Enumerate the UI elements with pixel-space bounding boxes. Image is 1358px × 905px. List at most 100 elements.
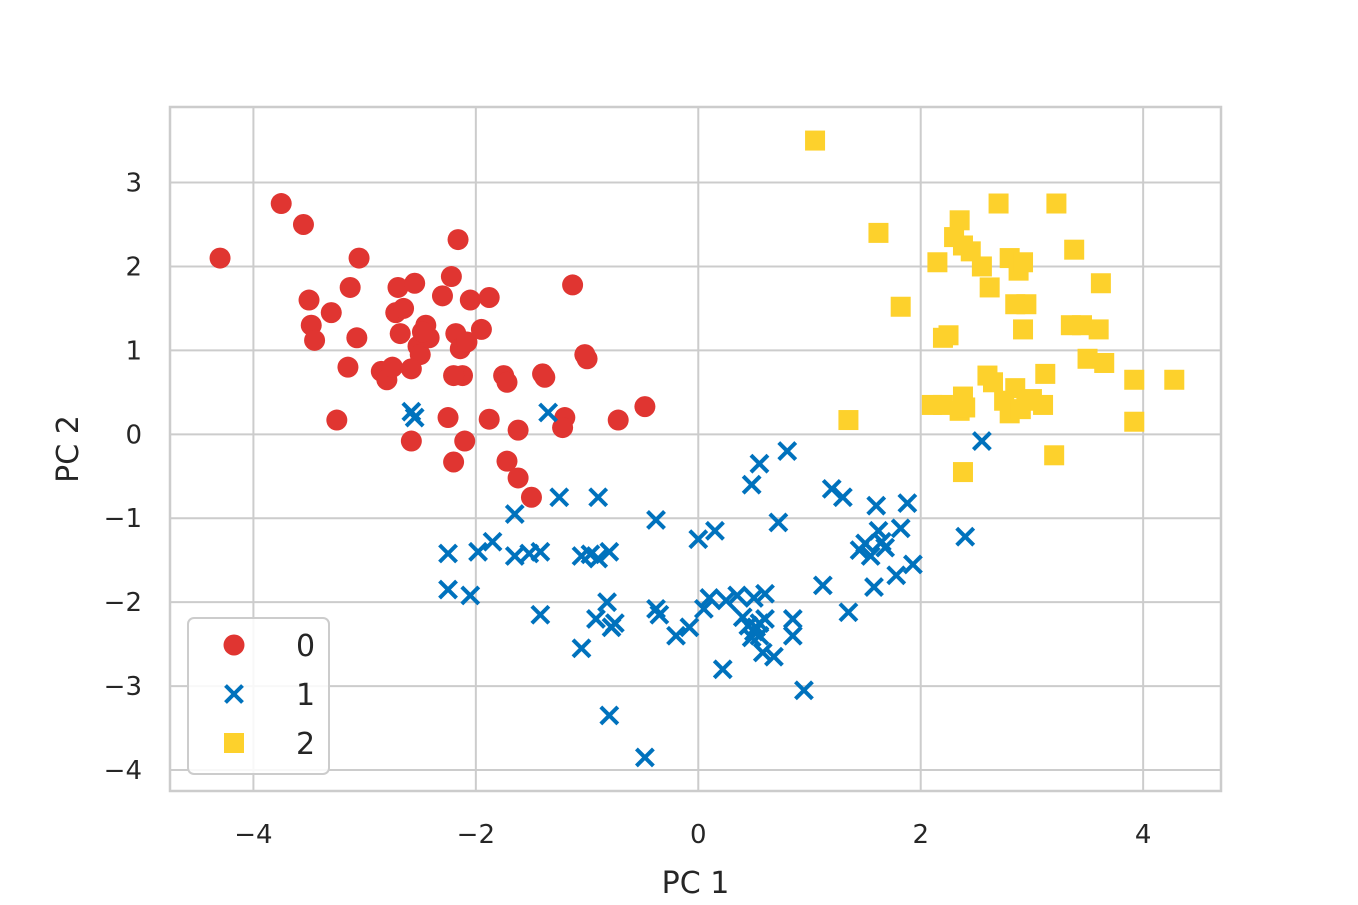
data-point-series-2 [1164, 369, 1185, 390]
data-point-series-1-stroke [749, 453, 770, 474]
data-point-series-2 [1124, 369, 1145, 390]
data-point-series-1 [588, 548, 609, 569]
data-point-series-1-stroke [897, 493, 918, 514]
data-point-series-1-stroke [727, 585, 748, 606]
data-point-series-1-stroke [571, 638, 592, 659]
data-point-series-1-stroke [634, 747, 655, 768]
data-point-series-1-stroke [875, 537, 896, 558]
data-point-series-1 [749, 625, 770, 646]
legend-marker-1-stroke [224, 684, 244, 704]
x-tick-label: 4 [1135, 820, 1152, 850]
data-point-series-1 [782, 609, 803, 629]
x-axis-label: PC 1 [662, 866, 730, 901]
data-point-series-1 [597, 592, 617, 613]
data-point-series-1-stroke [693, 598, 714, 619]
data-point-series-2 [805, 130, 826, 151]
data-point-series-1-stroke [601, 617, 622, 638]
data-point-series-1-stroke [666, 625, 686, 646]
data-point-series-1-stroke [743, 588, 764, 608]
data-point-series-1 [755, 609, 775, 629]
data-point-series-2 [1046, 193, 1067, 214]
data-point-series-1-stroke [712, 659, 733, 680]
data-point-series-1-stroke [838, 602, 859, 623]
data-point-series-0 [320, 302, 342, 324]
ticks-layer: −4 −2 0 2 4 −4 −3 −2 −1 0 1 2 3 [104, 169, 1152, 850]
data-point-series-1-stroke [864, 577, 884, 597]
data-point-series-1 [530, 541, 551, 562]
data-point-series-1 [794, 680, 814, 701]
x-tick-label: 2 [912, 820, 929, 850]
data-point-series-1-stroke [468, 541, 488, 562]
data-point-series-2 [971, 256, 992, 277]
y-tick-label: −3 [104, 672, 142, 702]
data-point-series-1-stroke [868, 520, 889, 541]
data-point-series-0 [337, 356, 359, 378]
data-point-series-1 [438, 579, 458, 600]
data-point-series-1 [588, 487, 609, 508]
data-point-series-1-stroke [812, 575, 833, 596]
data-point-series-1-stroke [588, 548, 609, 569]
data-point-series-1-stroke [538, 402, 559, 423]
data-point-series-1-stroke [755, 609, 775, 629]
data-point-series-2 [838, 410, 859, 431]
data-point-series-1 [586, 609, 606, 629]
data-point-series-1-stroke [763, 646, 784, 667]
data-point-series-1-stroke [860, 546, 881, 566]
legend-label-1: 1 [296, 678, 315, 713]
data-point-series-0 [520, 486, 542, 508]
data-point-series-1 [571, 638, 592, 659]
data-point-series-1-stroke [482, 531, 503, 552]
data-point-series-1 [838, 602, 859, 623]
data-point-series-1-stroke [588, 487, 609, 508]
data-point-series-2 [1033, 394, 1054, 415]
legend-marker-1 [224, 684, 244, 704]
data-point-series-1 [599, 541, 620, 562]
y-tick-label: −4 [104, 756, 142, 786]
data-point-series-1-stroke [460, 585, 481, 606]
data-point-series-1 [679, 617, 700, 638]
data-point-series-0 [496, 450, 518, 472]
data-point-series-1 [646, 510, 666, 530]
data-point-series-1-stroke [971, 431, 992, 451]
data-point-series-1 [482, 531, 503, 552]
legend-marker-0 [223, 634, 245, 656]
data-point-series-2 [1071, 315, 1092, 336]
data-point-series-2 [1013, 319, 1034, 340]
data-point-series-1-stroke [777, 441, 798, 462]
data-point-series-2 [1016, 294, 1037, 315]
data-point-series-0 [389, 323, 411, 345]
data-point-series-1 [705, 520, 725, 541]
data-point-series-1 [404, 407, 425, 428]
data-point-series-1-stroke [586, 609, 606, 629]
data-point-series-1 [749, 453, 770, 474]
legend-marker-2 [224, 733, 244, 753]
data-point-series-1 [955, 526, 976, 547]
data-point-series-1 [864, 577, 884, 597]
y-tick-label: 3 [125, 169, 142, 199]
data-point-series-2 [949, 210, 970, 231]
data-point-series-0 [346, 327, 368, 349]
data-point-series-1-stroke [782, 625, 803, 646]
data-point-series-0 [634, 396, 656, 418]
data-point-series-1-stroke [903, 554, 923, 575]
data-point-series-1-stroke [404, 407, 425, 428]
data-point-series-1-stroke [890, 518, 911, 539]
data-point-series-2 [1035, 363, 1056, 384]
data-point-series-1-stroke [821, 478, 842, 499]
data-point-series-1 [712, 659, 733, 680]
data-point-series-2 [988, 193, 1009, 214]
data-point-series-2 [868, 222, 889, 243]
data-point-series-0 [456, 331, 478, 353]
x-tick-label: −2 [457, 820, 495, 850]
data-point-series-1 [752, 642, 773, 663]
legend: 0 1 2 [187, 617, 330, 775]
data-point-series-2 [1088, 319, 1109, 340]
data-point-series-0 [459, 289, 481, 311]
data-point-series-1-stroke [597, 592, 617, 613]
data-point-series-0 [270, 193, 292, 215]
data-point-series-1-stroke [782, 609, 803, 629]
data-point-series-1-stroke [438, 543, 458, 564]
data-point-series-0 [387, 276, 409, 298]
data-point-series-1-stroke [755, 583, 775, 604]
